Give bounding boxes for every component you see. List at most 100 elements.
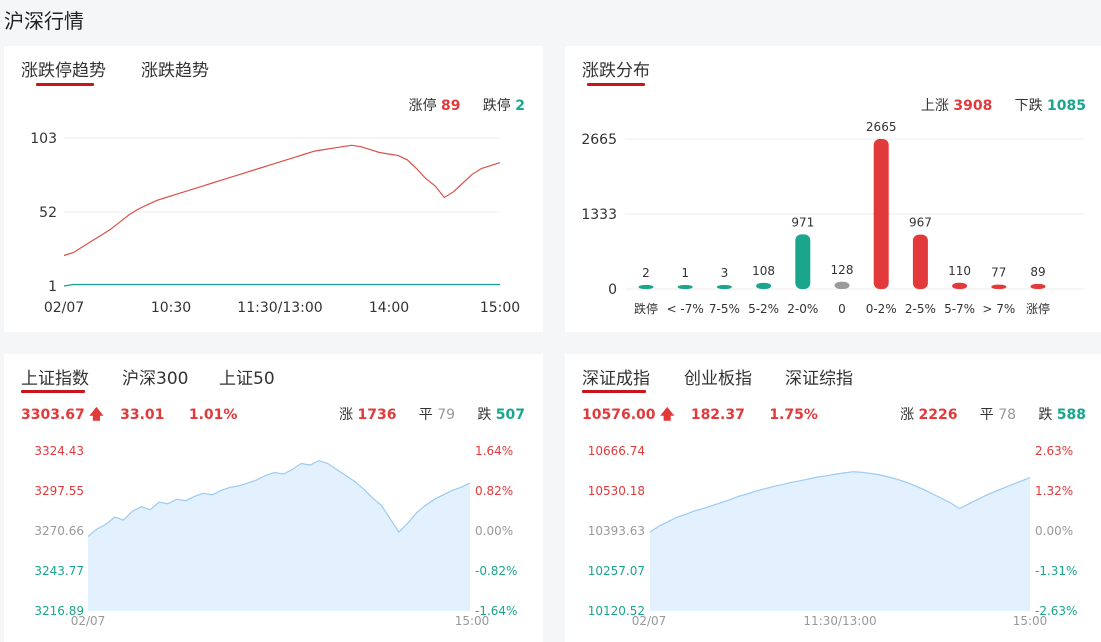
x-tick-label: 涨停 — [1026, 301, 1050, 316]
active-tab-underline — [36, 83, 94, 86]
left-tick-label: 3216.89 — [34, 604, 84, 618]
bar-value-label: 971 — [791, 215, 814, 229]
x-tick-label: 15:00 — [455, 614, 490, 628]
sh-down-label: 跌 — [477, 407, 492, 423]
left-tick-label: 10666.74 — [588, 444, 645, 458]
distribution-chart: 2665 1333 0 2 跌停 1 < -7% 3 7-5% 108 5-2% 971 2-0% 128… — [581, 120, 1085, 316]
bar-value-label: 2665 — [866, 120, 897, 134]
index-area-fill — [88, 460, 470, 611]
bar-value-label: 110 — [948, 264, 971, 278]
x-tick-label: 0-2% — [866, 302, 897, 316]
limit-up-value: 89 — [441, 98, 461, 114]
x-tick-label: 跌停 — [634, 301, 658, 316]
sz-flat-label: 平 — [979, 407, 994, 423]
left-tick-label: 10257.07 — [588, 564, 645, 578]
y-tick-label: 52 — [39, 205, 57, 221]
sz-up-value: 2226 — [918, 407, 958, 423]
right-tick-label: -2.63% — [1035, 604, 1077, 618]
sh-breadth: 涨 1736 平 79 跌 507 — [339, 404, 525, 424]
x-tick-label: < -7% — [667, 302, 704, 316]
bar — [912, 234, 928, 289]
bar-value-label: 89 — [1030, 265, 1045, 279]
x-tick-label: 5-7% — [944, 302, 975, 316]
distribution-card: 涨跌分布 上涨 3908 下跌 1085 2665 1333 0 2 跌停 1 < -7% 3… — [565, 46, 1101, 332]
x-tick-label: 02/07 — [71, 614, 106, 628]
fall-label: 下跌 — [1014, 98, 1043, 114]
left-tick-label: 10120.52 — [588, 604, 645, 618]
page-title: 沪深行情 — [4, 9, 84, 33]
distribution-stats: 上涨 3908 下跌 1085 — [921, 95, 1086, 115]
bar — [873, 139, 889, 289]
right-tick-label: 2.63% — [1035, 444, 1073, 458]
right-tick-label: -1.31% — [1035, 564, 1077, 578]
left-tick-label: 3243.77 — [34, 564, 84, 578]
bar-value-label: 967 — [909, 216, 932, 230]
tab-limit-trend[interactable]: 涨跌停趋势 — [21, 61, 106, 81]
y-tick-label: 103 — [30, 131, 57, 147]
sh-index-card: 上证指数 沪深300 上证50 3303.67 🡅 33.01 1.01% 涨 … — [4, 354, 543, 642]
left-tick-label: 3270.66 — [34, 524, 84, 538]
tab-sse50[interactable]: 上证50 — [219, 369, 275, 389]
right-tick-label: 0.82% — [475, 484, 513, 498]
x-tick-label: 15:00 — [480, 300, 520, 316]
sh-flat-label: 平 — [418, 407, 433, 423]
active-tab-underline — [587, 83, 645, 86]
sz-flat-value: 78 — [998, 407, 1017, 423]
tab-sz-composite[interactable]: 深证综指 — [785, 369, 853, 389]
left-tick-label: 10393.63 — [588, 524, 645, 538]
tab-sz-component[interactable]: 深证成指 — [582, 369, 650, 389]
active-tab-underline — [582, 390, 646, 393]
bar-value-label: 77 — [991, 266, 1006, 280]
sz-index-card: 深证成指 创业板指 深证综指 10576.00 🡅 182.37 1.75% 涨… — [565, 354, 1101, 642]
limit-trend-chart: 103 52 1 02/07 10:30 11:30/13:00 14:00 15:00 — [30, 131, 520, 316]
bar-value-label: 108 — [752, 264, 775, 278]
fall-value: 1085 — [1047, 98, 1086, 114]
y-tick-label: 2665 — [581, 132, 617, 148]
right-tick-label: -0.82% — [475, 564, 517, 578]
active-tab-underline — [21, 390, 85, 393]
sz-down-value: 588 — [1056, 407, 1086, 423]
x-tick-label: 10:30 — [151, 300, 191, 316]
x-tick-label: 11:30/13:00 — [803, 614, 876, 628]
y-tick-label: 0 — [608, 282, 617, 298]
left-tick-label: 3297.55 — [34, 484, 84, 498]
sz-index-chart: 10666.74 2.63% 10530.18 1.32% 10393.63 0.00% 1… — [588, 444, 1078, 628]
x-tick-label: 02/07 — [44, 300, 84, 316]
rise-value: 3908 — [953, 98, 993, 114]
tab-updown-trend[interactable]: 涨跌趋势 — [141, 61, 209, 81]
x-tick-label: 5-2% — [748, 302, 779, 316]
sz-change: 182.37 — [690, 407, 745, 423]
y-tick-label: 1 — [48, 279, 57, 295]
sz-up-label: 涨 — [900, 407, 915, 423]
index-line — [649, 471, 1031, 533]
sh-down-value: 507 — [495, 407, 525, 423]
right-tick-label: 1.64% — [475, 444, 513, 458]
bar — [677, 285, 693, 289]
arrow-up-icon: 🡅 — [659, 407, 675, 423]
x-tick-label: 11:30/13:00 — [237, 300, 322, 316]
series-line-limit-up — [63, 144, 501, 257]
left-tick-label: 3324.43 — [34, 444, 84, 458]
tab-sh-composite[interactable]: 上证指数 — [21, 369, 89, 389]
tab-chinext[interactable]: 创业板指 — [684, 369, 752, 389]
sz-percent: 1.75% — [769, 407, 818, 423]
tab-csi300[interactable]: 沪深300 — [122, 369, 189, 389]
tab-distribution[interactable]: 涨跌分布 — [582, 61, 650, 81]
sh-flat-value: 79 — [437, 407, 456, 423]
bar — [716, 285, 732, 289]
limit-stats: 涨停 89 跌停 2 — [409, 95, 525, 115]
limit-up-label: 涨停 — [408, 98, 437, 114]
bar-value-label: 1 — [681, 266, 689, 280]
series-line-limit-down — [63, 283, 500, 287]
x-tick-label: 14:00 — [369, 300, 409, 316]
limit-down-value: 2 — [515, 98, 525, 114]
sz-down-label: 跌 — [1038, 407, 1053, 423]
bar-value-label: 2 — [642, 266, 650, 280]
x-tick-label: 2-0% — [787, 302, 818, 316]
x-tick-label: 0 — [838, 302, 846, 316]
bar — [1030, 283, 1046, 289]
sh-change: 33.01 — [120, 407, 165, 423]
left-tick-label: 10530.18 — [588, 484, 645, 498]
sh-up-value: 1736 — [357, 407, 397, 423]
bar-value-label: 128 — [831, 263, 854, 277]
